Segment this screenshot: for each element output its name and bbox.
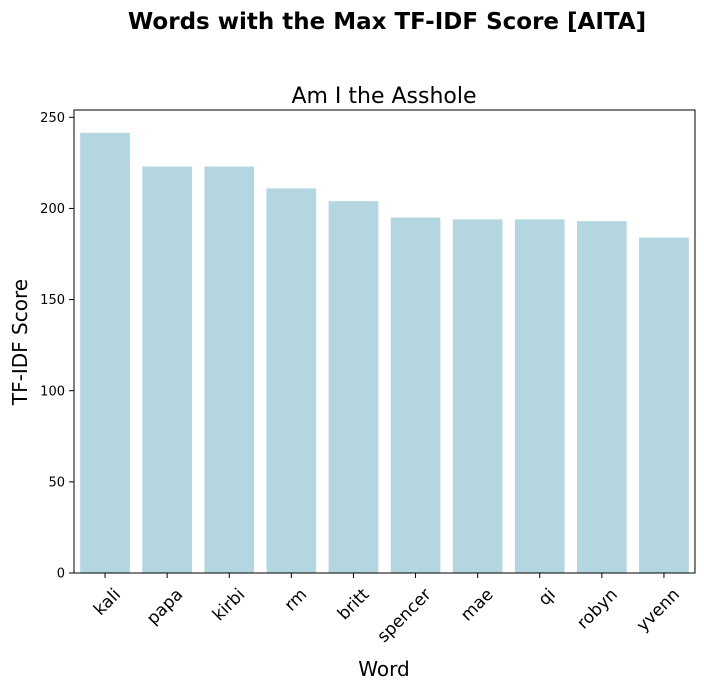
- bar-kali: [80, 132, 130, 573]
- x-tick-label-kali: kali: [90, 585, 125, 620]
- bar-qi: [514, 219, 565, 574]
- y-tick-label: 150: [40, 293, 65, 308]
- chart-title: Am I the Asshole: [291, 84, 476, 109]
- figure-suptitle: Words with the Max TF-IDF Score [AITA]: [128, 9, 646, 35]
- x-tick-label-britt: britt: [334, 585, 374, 625]
- bar-mae: [452, 219, 503, 574]
- bars-group: [80, 132, 689, 574]
- bar-papa: [142, 166, 192, 573]
- x-tick-label-mae: mae: [457, 585, 498, 626]
- x-axis-label: Word: [358, 657, 409, 681]
- plot-frame: [73, 109, 696, 574]
- x-tick-label-spencer: spencer: [373, 585, 435, 647]
- y-tick-label: 250: [40, 111, 65, 126]
- bar-spencer: [390, 217, 441, 573]
- y-tick-label: 100: [40, 384, 65, 399]
- y-tick-label: 50: [48, 475, 65, 490]
- y-tick-label: 200: [40, 202, 65, 217]
- bar-yvenn: [639, 237, 689, 573]
- x-tick-label-papa: papa: [143, 585, 187, 629]
- bar-rm: [266, 188, 317, 573]
- bar-britt: [328, 201, 379, 574]
- x-tick-label-yvenn: yvenn: [633, 585, 684, 636]
- x-tick-label-kirbi: kirbi: [209, 585, 249, 625]
- bar-robyn: [577, 221, 627, 573]
- bar-kirbi: [204, 166, 255, 573]
- y-axis-label: TF-IDF Score: [8, 279, 32, 406]
- x-tick-label-robyn: robyn: [573, 585, 622, 634]
- x-tick-label-rm: rm: [281, 585, 312, 616]
- x-tick-label-qi: qi: [535, 585, 560, 610]
- y-tick-label: 0: [57, 567, 65, 582]
- y-axis: 0 50 100 150 200 250: [40, 111, 74, 582]
- x-axis: kali papa kirbi rm britt spencer mae qi robyn yve…: [90, 573, 684, 647]
